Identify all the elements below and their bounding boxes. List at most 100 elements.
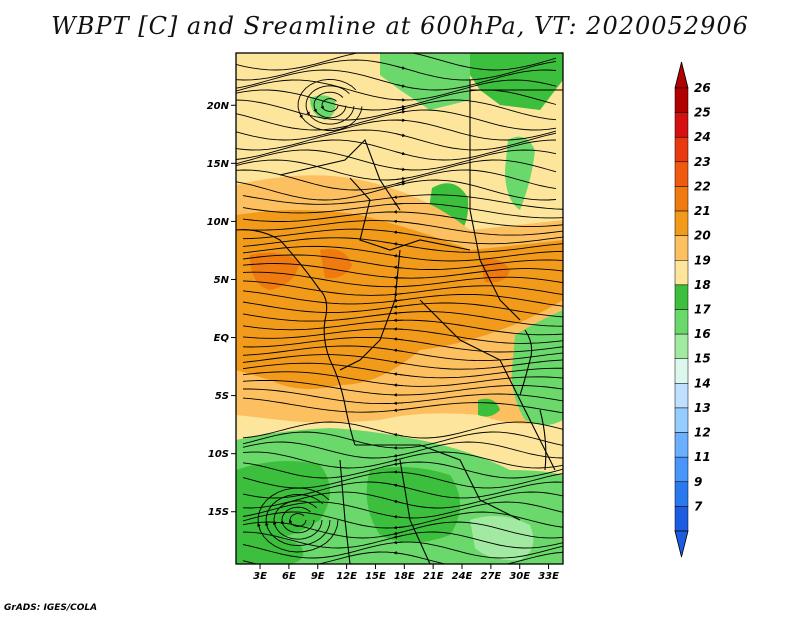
colorbar-label: 13 xyxy=(694,401,711,415)
lon-tick-label: 18E xyxy=(394,571,415,582)
streamline xyxy=(242,211,563,228)
streamline xyxy=(242,421,563,439)
lon-tick-label: 21E xyxy=(423,571,444,582)
streamline-arrow xyxy=(393,499,404,504)
streamline xyxy=(305,85,355,125)
chart-title: WBPT [C] and Sreamline at 600hPa, VT: 20… xyxy=(51,12,749,40)
colorbar-segment xyxy=(674,136,689,163)
streamline-arrow xyxy=(395,105,406,109)
colorbar-label: 9 xyxy=(694,475,702,489)
streamline xyxy=(236,119,557,141)
colorbar-label: 21 xyxy=(694,204,711,218)
streamline-arrow xyxy=(265,521,269,529)
streamline xyxy=(242,301,563,318)
map-frame xyxy=(235,52,564,565)
coastline-west xyxy=(236,229,356,446)
streamline-arrow xyxy=(395,110,406,114)
border-line-3 xyxy=(339,249,401,371)
colorbar-segment xyxy=(674,506,689,532)
colorbar-segment xyxy=(674,161,689,187)
footer-credit: GrADS: IGES/COLA xyxy=(4,603,98,613)
streamline xyxy=(265,494,331,547)
streamline-arrow xyxy=(280,520,285,525)
lat-tick-label: 20N xyxy=(207,101,230,112)
colorbar-segment xyxy=(674,383,689,409)
streamline-arrow xyxy=(393,360,404,365)
colorbar-label: 26 xyxy=(694,81,711,95)
colorbar-label: 18 xyxy=(694,278,711,292)
colorbar-label: 19 xyxy=(694,253,711,267)
streamlines xyxy=(236,53,563,564)
streamline-arrow xyxy=(395,151,406,156)
streamline-arrow xyxy=(393,534,404,539)
lon-tick-label: 27E xyxy=(480,571,501,582)
lon-tick-label: 6E xyxy=(282,571,296,582)
streamline xyxy=(242,501,563,519)
streamline-arrow xyxy=(393,408,404,412)
colorbar-segment xyxy=(674,358,689,384)
colorbar-label: 20 xyxy=(694,229,711,243)
streamline-arrow xyxy=(393,230,404,235)
colorbar-segment xyxy=(674,87,689,113)
streamline-arrow xyxy=(393,337,404,341)
streamline-arrow xyxy=(393,531,404,536)
border-line-7 xyxy=(355,444,521,521)
lon-tick-label: 3E xyxy=(253,571,267,582)
streamline-arrow xyxy=(395,107,406,112)
lat-tick-label: 15N xyxy=(207,159,230,170)
latitude-axis: 20N 15N 10N 5N EQ 5S 10S 15S xyxy=(207,101,236,518)
streamline-arrow xyxy=(393,372,404,376)
streamline-arrow xyxy=(393,254,404,258)
lon-tick-label: 30E xyxy=(509,571,530,582)
colorbar-segment xyxy=(674,432,689,458)
colorbar-top-arrow xyxy=(674,61,689,89)
field-green-east xyxy=(511,310,563,425)
streamline-arrow xyxy=(393,304,404,309)
lat-tick-label: EQ xyxy=(214,333,230,344)
streamline-arrow xyxy=(401,53,406,54)
streamline-arrow xyxy=(257,522,261,531)
streamline-arrow xyxy=(393,454,404,458)
colorbar-label: 17 xyxy=(694,303,711,317)
colorbar-label: 14 xyxy=(694,376,711,390)
border-line-2 xyxy=(349,177,471,251)
field-green-patch-3 xyxy=(505,136,535,210)
streamline xyxy=(297,78,363,131)
streamline-arrow xyxy=(393,433,404,437)
colorbar-segment xyxy=(674,309,689,335)
lon-tick-label: 9E xyxy=(311,571,325,582)
field-orange-dark-spot xyxy=(250,252,300,290)
streamline xyxy=(242,461,563,479)
streamline-arrow xyxy=(306,110,310,116)
streamline-arrow xyxy=(313,108,317,113)
streamline-arrow xyxy=(395,65,406,70)
streamline-arrow xyxy=(393,298,404,303)
field-green-south-dark-2 xyxy=(366,466,460,543)
lake-outline-2 xyxy=(539,409,547,471)
streamline-arrow xyxy=(393,195,404,199)
field-green-northeast xyxy=(470,53,563,110)
streamline xyxy=(236,99,557,121)
colorbar: 26 25 24 23 22 21 20 19 18 17 16 15 14 13 12 11 9 7 xyxy=(674,61,711,558)
streamline xyxy=(281,506,315,534)
streamline-arrow xyxy=(393,457,404,462)
streamline xyxy=(236,149,557,171)
streamline xyxy=(242,245,563,262)
streamline xyxy=(243,388,563,405)
lat-tick-label: 10N xyxy=(207,217,230,228)
colorbar-label: 7 xyxy=(694,499,703,513)
streamline xyxy=(236,109,557,131)
colorbar-label: 22 xyxy=(694,179,711,193)
streamline-arrow xyxy=(393,219,404,224)
colorbar-segment xyxy=(674,456,689,483)
colorbar-label: 16 xyxy=(694,327,711,341)
colorbar-segment xyxy=(674,186,689,212)
border-line-8 xyxy=(339,459,351,564)
streamline-arrow xyxy=(393,483,404,488)
colorbar-segment xyxy=(674,284,689,310)
streamline xyxy=(242,379,563,396)
streamline-arrow xyxy=(395,167,406,172)
colorbar-segment xyxy=(674,112,689,138)
borders xyxy=(236,80,563,564)
lon-tick-label: 12E xyxy=(336,571,357,582)
